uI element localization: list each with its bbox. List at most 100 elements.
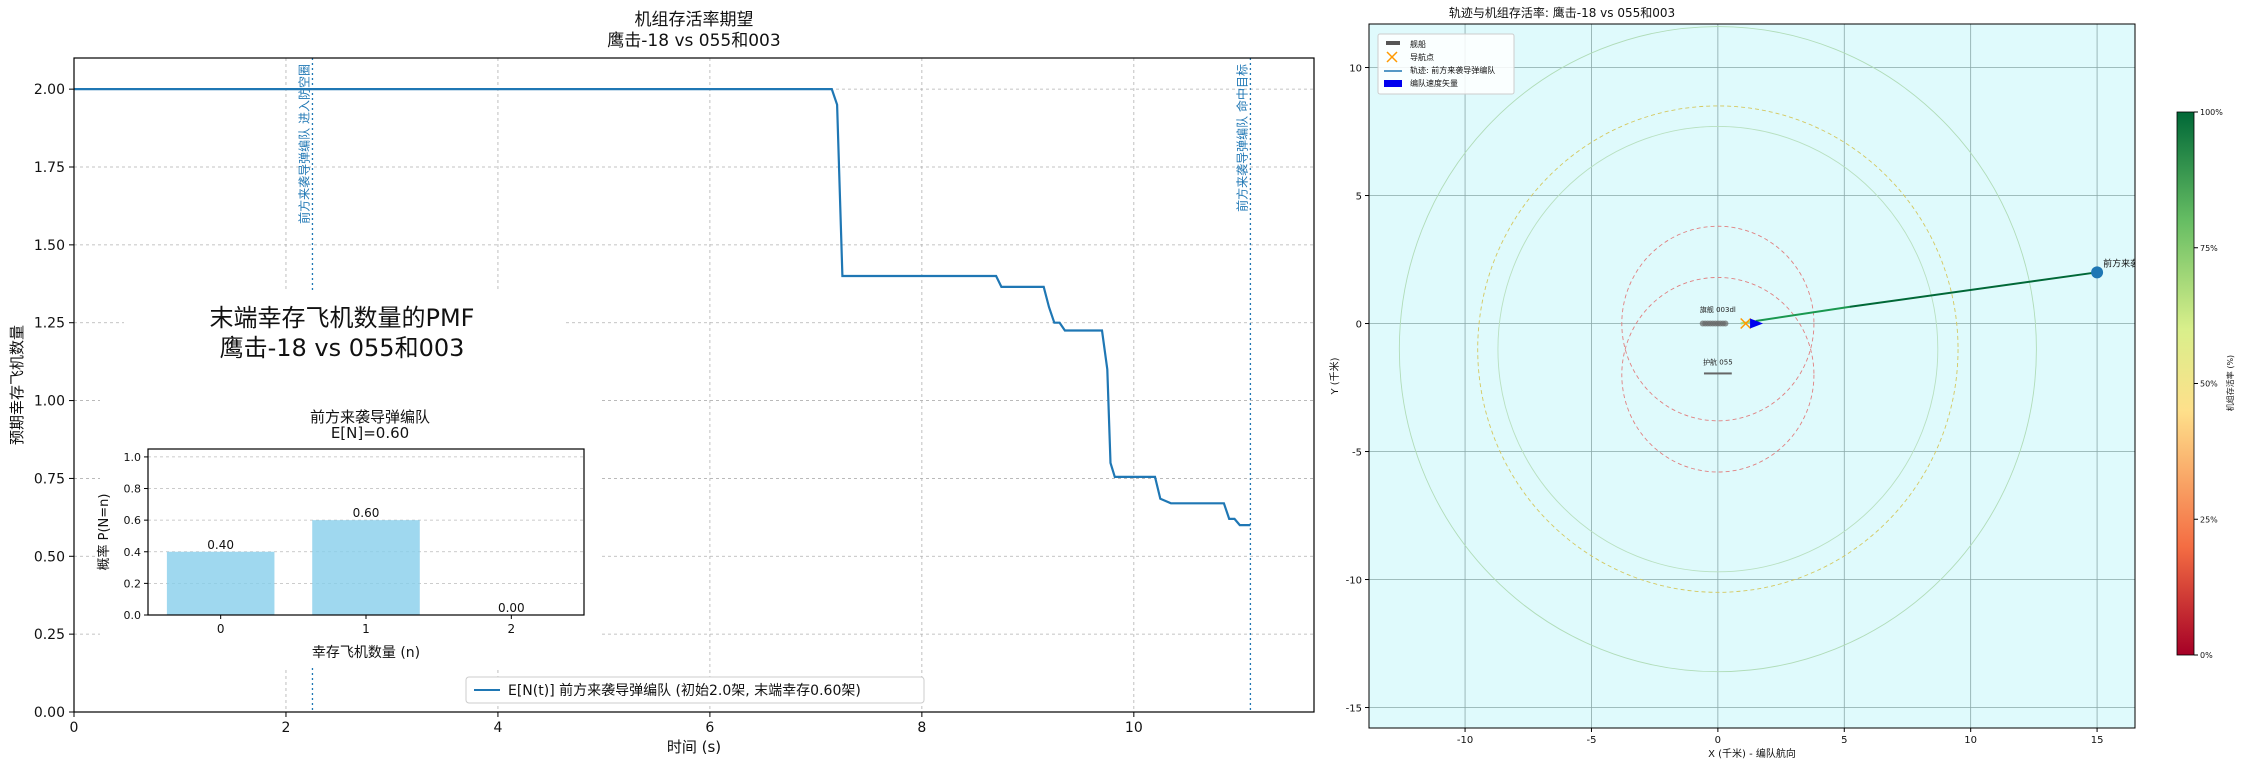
pmf-ytick-label: 0.4	[124, 546, 142, 559]
right-ytick-label: 10	[1349, 64, 1362, 75]
left-xtick-label: 8	[917, 720, 926, 736]
left-xtick-label: 4	[493, 720, 502, 736]
pmf-ytick-label: 0.2	[124, 577, 142, 590]
right-ticks: -10 -5 0 5 10 15 -15 -10 -5 0 5 10	[1346, 64, 2104, 746]
right-ylabel: Y (千米)	[1328, 357, 1341, 395]
event-line-label: 前方来袭导弹编队 进入防空圈	[296, 64, 311, 224]
pmf-bar-value: 0.00	[498, 601, 525, 615]
right-trajectory: 前方来袭导弹编队	[1740, 257, 2135, 325]
right-xtick-label: -5	[1586, 735, 1596, 746]
colorbar-gradient	[2176, 111, 2195, 656]
left-ytick-label: 1.75	[34, 160, 65, 176]
left-xtick-label: 2	[282, 720, 291, 736]
right-ytick-label: 5	[1356, 192, 1362, 203]
legend-waypoint-marker	[1386, 51, 1398, 63]
trajectory-segment	[1849, 271, 2098, 308]
right-chart-title: 轨迹与机组存活率: 鹰击-18 vs 055和003	[1449, 5, 1675, 20]
right-plot-frame	[1368, 23, 2136, 729]
legend-velocity-label: 编队速度矢量	[1410, 78, 1458, 88]
pmf-ticks: 0.0 0.2 0.4 0.6 0.8 1.0 0 1 2	[124, 451, 516, 636]
pmf-ytick-label: 0.0	[124, 609, 142, 622]
range-circle	[1621, 276, 1815, 473]
left-chart-subtitle: 鹰击-18 vs 055和003	[607, 31, 780, 51]
left-ytick-label: 0.50	[34, 549, 65, 565]
left-ytick-label: 1.50	[34, 238, 65, 254]
right-xtick-label: 10	[1964, 735, 1977, 746]
left-ylabel: 预期幸存飞机数量	[8, 325, 26, 445]
right-xtick-label: -10	[1457, 735, 1473, 746]
pmf-inset-heading-text: 末端幸存飞机数量的PMF	[210, 304, 475, 332]
right-ytick-label: -10	[1346, 576, 1362, 587]
right-legend-box	[1377, 33, 1515, 95]
right-ships: 旗舰 003dl 护航 055	[1699, 305, 1764, 375]
trajectory-segment	[1755, 305, 1850, 322]
pmf-xlabel: 幸存飞机数量 (n)	[312, 645, 420, 661]
series-line	[74, 88, 1251, 527]
legend-ship-label: 舰船	[1410, 39, 1426, 49]
ship-label: 护航 055	[1703, 357, 1733, 366]
right-xtick-label: 15	[2091, 735, 2104, 746]
left-ytick-label: 1.00	[34, 394, 65, 410]
colorbar-tick-label: 25%	[2200, 515, 2218, 524]
ship-marker	[1722, 320, 1729, 327]
pmf-ytick-label: 0.6	[124, 514, 142, 527]
right-legend: 舰船 导航点 轨迹: 前方来袭导弹编队 编队速度矢量	[1377, 33, 1515, 95]
pmf-inset-heading: 末端幸存飞机数量的PMF 鹰击-18 vs 055和003	[124, 290, 564, 400]
left-xlabel: 时间 (s)	[667, 738, 721, 756]
right-xlabel: X (千米) - 编队航向	[1708, 747, 1796, 760]
pmf-bar-value: 0.60	[353, 506, 380, 520]
right-plot-area	[1369, 24, 2135, 728]
colorbar-tick-label: 75%	[2200, 244, 2218, 253]
target-marker	[2091, 266, 2104, 279]
range-circle	[1398, 26, 2037, 673]
pmf-ytick-label: 1.0	[124, 451, 142, 464]
range-circle	[1621, 225, 1815, 422]
pmf-bars: 0.40 0.60 0.00	[166, 506, 525, 615]
pmf-ylabel: 概率 P(N=n)	[96, 494, 112, 571]
left-xtick-label: 0	[70, 720, 79, 736]
left-plot-frame	[73, 57, 1315, 713]
pmf-xtick-label: 1	[362, 622, 370, 636]
right-range-circles	[1398, 26, 2037, 673]
left-xtick-label: 6	[705, 720, 714, 736]
legend-trajectory-label: 轨迹: 前方来袭导弹编队	[1410, 65, 1495, 75]
colorbar-ticks: 0% 25% 50% 75% 100%	[2194, 108, 2223, 660]
colorbar-label: 机组存活率 (%)	[2225, 355, 2235, 411]
pmf-bar-value: 0.40	[207, 538, 234, 552]
left-chart-title: 机组存活率期望	[635, 10, 754, 30]
right-xtick-label: 5	[1841, 735, 1847, 746]
colorbar-tick-label: 50%	[2200, 380, 2218, 389]
pmf-xtick-label: 2	[508, 622, 516, 636]
left-legend: E[N(t)] 前方来袭导弹编队 (初始2.0架, 末端幸存0.60架)	[465, 676, 925, 704]
ship-marker	[1703, 372, 1732, 375]
pmf-title: 前方来袭导弹编队	[310, 408, 430, 426]
colorbar-tick-label: 100%	[2200, 108, 2223, 117]
legend-ship-marker	[1386, 41, 1400, 45]
right-chart: 轨迹与机组存活率: 鹰击-18 vs 055和003 前方来袭导弹编队 旗舰 0…	[1328, 5, 2235, 760]
pmf-bar	[166, 551, 275, 615]
legend-waypoint-label: 导航点	[1410, 52, 1434, 62]
right-ytick-label: -5	[1352, 448, 1362, 459]
pmf-inset-subheading: 鹰击-18 vs 055和003	[220, 334, 465, 362]
pmf-inset-heading-bg	[124, 290, 564, 400]
range-circle	[1477, 105, 1959, 593]
colorbar: 0% 25% 50% 75% 100% 机组存活率 (%)	[2176, 108, 2235, 660]
pmf-xtick-label: 0	[217, 622, 225, 636]
event-line-label: 前方来袭导弹编队 命中目标	[1234, 64, 1249, 212]
pmf-bar	[312, 520, 420, 615]
ship-label: 旗舰 003dl	[1700, 305, 1736, 314]
left-ytick-label: 0.75	[34, 471, 65, 487]
left-ticks: 0 2 4 6 8 100.000.250.500.751.001.251.501.752…	[34, 82, 1143, 736]
left-legend-label: E[N(t)] 前方来袭导弹编队 (初始2.0架, 末端幸存0.60架)	[508, 682, 861, 699]
right-xtick-label: 0	[1715, 735, 1721, 746]
pmf-subtitle: E[N]=0.60	[331, 424, 409, 442]
range-circle	[1497, 125, 1939, 573]
right-ytick-label: -15	[1346, 704, 1362, 715]
left-xtick-label: 10	[1125, 720, 1143, 736]
left-ytick-label: 0.00	[34, 705, 65, 721]
left-ytick-label: 0.25	[34, 627, 65, 643]
left-ytick-label: 2.00	[34, 82, 65, 98]
left-chart: 机组存活率期望 鹰击-18 vs 055和003 前方来袭导弹编队 进入防空圈前…	[8, 10, 1315, 756]
left-series	[74, 88, 1251, 527]
